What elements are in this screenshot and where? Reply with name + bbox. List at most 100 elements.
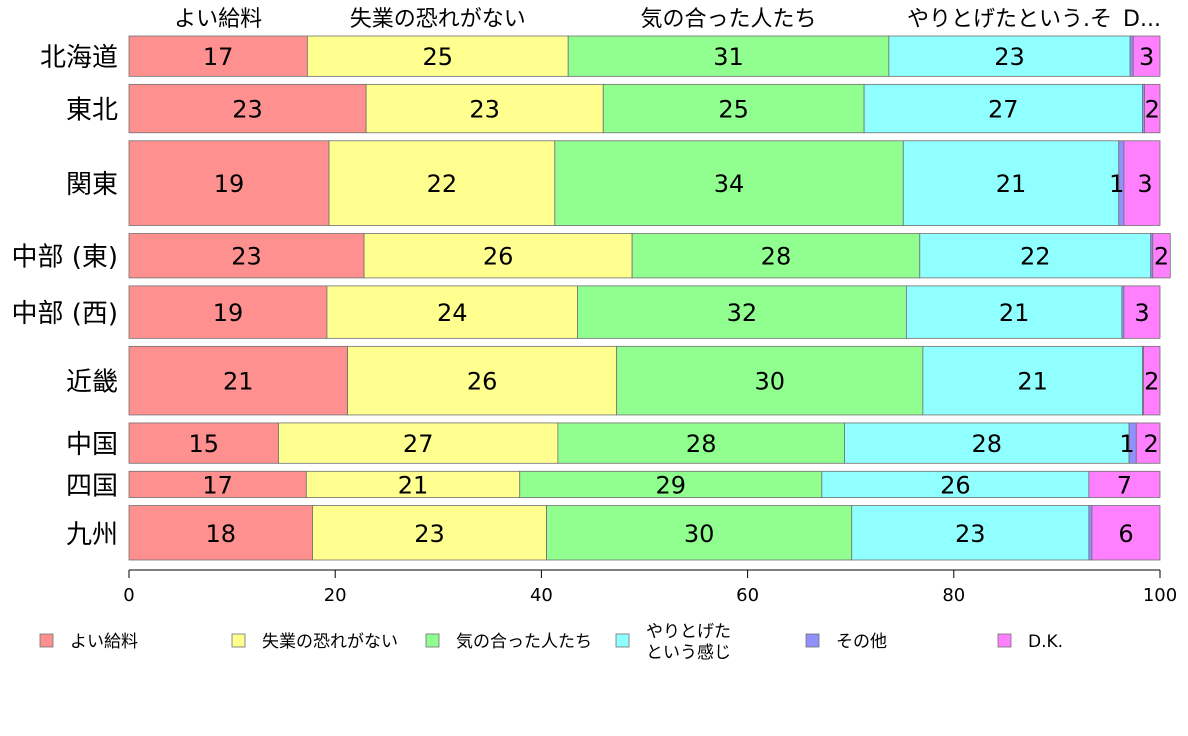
legend-item: よい給料 xyxy=(39,632,138,652)
legend-label-line: という感じ xyxy=(646,643,731,663)
bar-row: 19 22 34 21 1 3 xyxy=(128,140,1161,226)
data-label: 28 xyxy=(686,430,717,458)
data-label: 2 xyxy=(1154,243,1169,271)
data-label: 21 xyxy=(223,368,254,396)
row-label: 近畿 xyxy=(66,368,118,398)
data-label: 31 xyxy=(713,43,744,71)
legend-label: 気の合った人たち xyxy=(456,632,592,652)
legend-item: D.K. xyxy=(997,632,1063,652)
data-label: 21 xyxy=(398,471,429,499)
x-tick-label: 60 xyxy=(736,585,759,606)
legend-swatch xyxy=(615,633,630,648)
data-label: 29 xyxy=(656,471,687,499)
data-label: 2 xyxy=(1144,368,1159,396)
data-label: 1 xyxy=(1109,170,1124,198)
data-label: 30 xyxy=(684,520,715,548)
legend-item: その他 xyxy=(805,632,887,652)
row-label: 中国 xyxy=(66,430,118,460)
bar-segment xyxy=(363,233,633,279)
data-label: 22 xyxy=(1020,243,1051,271)
data-label: 1 xyxy=(1119,430,1134,458)
bar-segment xyxy=(557,422,845,464)
bar-row: 17 25 31 23 3 xyxy=(128,35,1161,77)
data-label: 25 xyxy=(423,43,454,71)
data-label: 17 xyxy=(202,471,233,499)
legend-label: 失業の恐れがない xyxy=(262,632,398,652)
bar-segment xyxy=(602,83,865,134)
data-label: 2 xyxy=(1144,430,1159,458)
data-label: 19 xyxy=(214,170,245,198)
bar-segment xyxy=(567,35,890,77)
bar-segment xyxy=(1135,422,1161,464)
bar-segment xyxy=(1088,505,1093,561)
bar-row: 23 23 25 27 2 xyxy=(128,83,1161,134)
data-label: 22 xyxy=(427,170,458,198)
data-label: 21 xyxy=(1017,368,1048,396)
row-label: 北海道 xyxy=(40,43,118,73)
x-tick-label: 100 xyxy=(1143,585,1177,606)
bar-segment xyxy=(128,83,367,134)
data-label: 23 xyxy=(232,96,263,124)
bar-row: 21 26 30 21 2 xyxy=(128,345,1161,416)
data-label: 28 xyxy=(972,430,1003,458)
data-label: 21 xyxy=(996,170,1027,198)
bar-segment xyxy=(1144,83,1161,134)
bar-segment xyxy=(326,285,578,339)
bar-segment xyxy=(844,422,1130,464)
bar-segment xyxy=(347,345,618,416)
bar-segment xyxy=(128,285,328,339)
legend-label-line: やりとげた xyxy=(646,622,731,642)
legend-swatch xyxy=(231,633,246,648)
bar-segment xyxy=(631,233,921,279)
bar-row: 15 27 28 28 1 2 xyxy=(128,422,1161,464)
bar-segment xyxy=(1123,285,1161,339)
data-label: 19 xyxy=(213,299,244,327)
bar-row: 23 26 28 22 2 xyxy=(128,233,1171,279)
bars: 17 25 31 23 323 23 25 27 219 22 34 21 1 323 26 28 22 219 2… xyxy=(128,35,1171,561)
data-label: 3 xyxy=(1137,170,1152,198)
bar-segment xyxy=(1123,140,1161,226)
data-label: 25 xyxy=(718,96,749,124)
data-label: 34 xyxy=(714,170,745,198)
row-label: 関東 xyxy=(66,170,118,200)
bar-segment xyxy=(577,285,907,339)
legend-label: その他 xyxy=(836,632,887,652)
x-tick-label: 20 xyxy=(324,585,347,606)
bar-segment xyxy=(1143,345,1161,416)
bar-segment xyxy=(128,505,313,561)
row-label: 九州 xyxy=(66,520,118,550)
bar-segment xyxy=(305,470,521,498)
x-tick-label: 80 xyxy=(942,585,965,606)
data-label: 23 xyxy=(955,520,986,548)
data-label: 7 xyxy=(1117,471,1132,499)
top-category-labels: よい給料 失業の恐れがない 気の合った人たち やりとげたという.そ D... xyxy=(174,7,1161,32)
top-category-label: D... xyxy=(1123,7,1161,32)
data-label: 18 xyxy=(205,520,236,548)
data-label: 6 xyxy=(1118,520,1133,548)
data-label: 17 xyxy=(203,43,234,71)
data-label: 26 xyxy=(483,243,514,271)
data-label: 26 xyxy=(467,368,498,396)
top-category-label: やりとげたという.そ xyxy=(907,7,1112,32)
bar-segment xyxy=(519,470,823,498)
row-label: 中部 (東) xyxy=(11,243,118,273)
bar-segment xyxy=(1132,35,1161,77)
data-label: 30 xyxy=(754,368,785,396)
bar-segment xyxy=(328,140,556,226)
bar-segment xyxy=(128,35,308,77)
bar-segment xyxy=(128,345,348,416)
bar-segment xyxy=(312,505,547,561)
bar-segment xyxy=(365,83,604,134)
bar-segment xyxy=(851,505,1090,561)
legend-swatch xyxy=(425,633,440,648)
bar-segment xyxy=(821,470,1090,498)
x-axis: 0 20 40 60 80 100 xyxy=(123,569,1177,606)
bar-segment xyxy=(554,140,904,226)
bar-segment xyxy=(1152,233,1171,279)
legend-label: D.K. xyxy=(1028,632,1063,652)
bar-row: 18 23 30 23 6 xyxy=(128,505,1161,561)
data-label: 3 xyxy=(1139,43,1154,71)
legend-label: やりとげたという感じ xyxy=(646,622,731,663)
data-label: 23 xyxy=(994,43,1025,71)
